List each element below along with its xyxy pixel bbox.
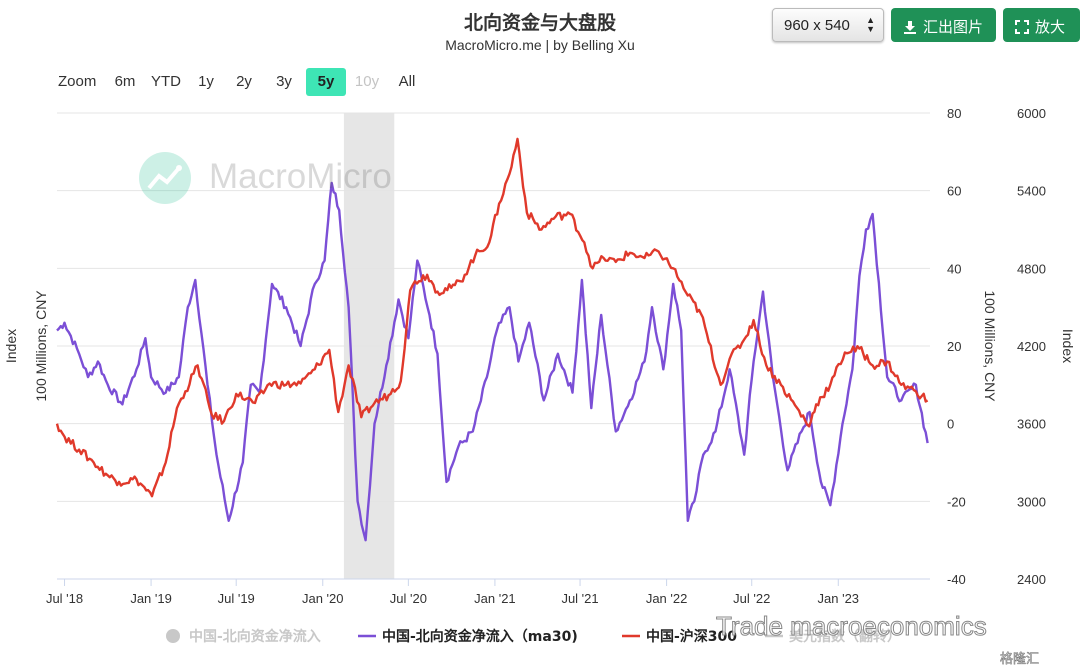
x-tick-label: Jan '23 (818, 591, 860, 606)
right-inner-axis-title: 100 Millions, CNY (982, 290, 998, 402)
macromicro-logo-icon (139, 152, 191, 204)
x-tick-label: Jul '20 (390, 591, 427, 606)
x-tick-label: Jan '22 (646, 591, 688, 606)
legend-item-label[interactable]: 中国-北向资金净流入 (189, 628, 321, 645)
legend-item-label[interactable]: 中国-沪深300 (646, 628, 737, 645)
right-inner-tick-label: 0 (947, 417, 954, 432)
range-button-5y[interactable]: 5y (306, 68, 346, 96)
export-image-button[interactable]: 汇出图片 (891, 8, 996, 42)
credit-watermark: Trade macroeconomics (716, 611, 988, 642)
x-tick-label: Jan '20 (302, 591, 344, 606)
range-selector-label: Zoom (58, 73, 97, 90)
download-icon (904, 21, 916, 34)
export-size-select[interactable]: 960 x 540 ▲ ▼ (772, 8, 884, 42)
export-size-value: 960 x 540 (784, 17, 850, 34)
right-inner-tick-label: 40 (947, 261, 961, 276)
x-tick-label: Jul '22 (733, 591, 770, 606)
right-inner-tick-label: 20 (947, 339, 961, 354)
right-inner-tick-label: -20 (947, 494, 966, 509)
right-outer-tick-label: 6000 (1017, 106, 1046, 121)
chart-subtitle: MacroMicro.me | by Belling Xu (445, 37, 635, 53)
series-line-csi300 (55, 137, 929, 498)
series-line-northbound-ma30 (56, 181, 929, 542)
x-tick-label: Jul '18 (46, 591, 83, 606)
x-tick-label: Jan '19 (130, 591, 172, 606)
right-inner-tick-label: 80 (947, 106, 961, 121)
range-button-1y[interactable]: 1y (198, 73, 214, 90)
x-tick-label: Jul '19 (218, 591, 255, 606)
x-tick-label: Jan '21 (474, 591, 516, 606)
right-outer-tick-label: 3600 (1017, 417, 1046, 432)
macromicro-watermark: MacroMicro (137, 150, 412, 208)
right-outer-tick-label: 4800 (1017, 261, 1046, 276)
enlarge-button[interactable]: 放大 (1003, 8, 1080, 42)
right-outer-tick-label: 4200 (1017, 339, 1046, 354)
enlarge-label: 放大 (1035, 18, 1066, 36)
expand-icon (1015, 20, 1029, 34)
left-outer-axis-title: Index (3, 329, 19, 363)
export-image-label: 汇出图片 (923, 18, 984, 36)
legend-symbol (166, 629, 180, 643)
footer-badge: 格隆汇 (1000, 651, 1040, 667)
right-inner-tick-label: 60 (947, 184, 961, 199)
legend-item-label[interactable]: 美元指数（翻转） (789, 628, 901, 645)
range-button-10y: 10y (354, 73, 380, 90)
right-outer-tick-label: 5400 (1017, 184, 1046, 199)
select-arrows-icon: ▲ ▼ (866, 15, 875, 34)
right-inner-tick-label: -40 (947, 572, 966, 587)
right-outer-tick-label: 2400 (1017, 572, 1046, 587)
range-button-6m[interactable]: 6m (114, 73, 136, 90)
x-tick-label: Jul '21 (561, 591, 598, 606)
right-outer-tick-label: 3000 (1017, 494, 1046, 509)
watermark-text: MacroMicro (209, 157, 392, 196)
range-button-ytd[interactable]: YTD (151, 73, 181, 90)
left-inner-axis-title: 100 Millions, CNY (33, 290, 49, 402)
range-button-3y[interactable]: 3y (276, 73, 292, 90)
range-button-all[interactable]: All (398, 73, 416, 90)
chart-title: 北向资金与大盘股 (463, 12, 616, 34)
legend-item-label[interactable]: 中国-北向资金净流入（ma30) (382, 628, 578, 645)
range-button-2y[interactable]: 2y (236, 73, 252, 90)
right-outer-axis-title: Index (1060, 329, 1076, 363)
